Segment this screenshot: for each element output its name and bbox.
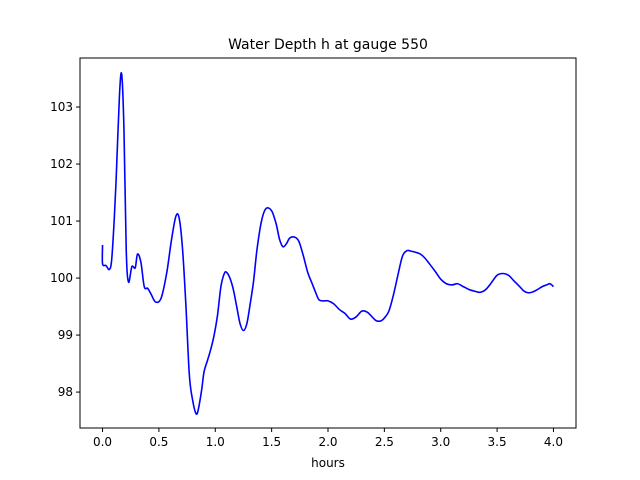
x-tick-label: 3.0 xyxy=(431,435,450,449)
x-axis: 0.0 0.5 1.0 1.5 2.0 2.5 3.0 3.5 4.0 xyxy=(93,428,563,449)
y-tick-label: 101 xyxy=(50,214,73,228)
plot-content xyxy=(101,72,554,416)
series-line xyxy=(101,72,554,416)
x-tick-label: 4.0 xyxy=(544,435,563,449)
x-tick-label: 3.5 xyxy=(488,435,507,449)
x-tick-label: 0.5 xyxy=(149,435,168,449)
chart-title: Water Depth h at gauge 550 xyxy=(228,37,428,53)
x-tick-label: 0.0 xyxy=(93,435,112,449)
x-axis-label: hours xyxy=(311,456,345,470)
y-tick-label: 102 xyxy=(50,157,73,171)
x-tick-label: 2.0 xyxy=(318,435,337,449)
x-tick-label: 1.0 xyxy=(206,435,225,449)
x-tick-label: 1.5 xyxy=(262,435,281,449)
x-tick-label: 2.5 xyxy=(375,435,394,449)
y-axis: 98 99 100 101 102 103 xyxy=(50,100,80,399)
y-tick-label: 98 xyxy=(58,385,73,399)
y-tick-label: 100 xyxy=(50,271,73,285)
y-tick-label: 103 xyxy=(50,100,73,114)
y-tick-label: 99 xyxy=(58,328,73,342)
